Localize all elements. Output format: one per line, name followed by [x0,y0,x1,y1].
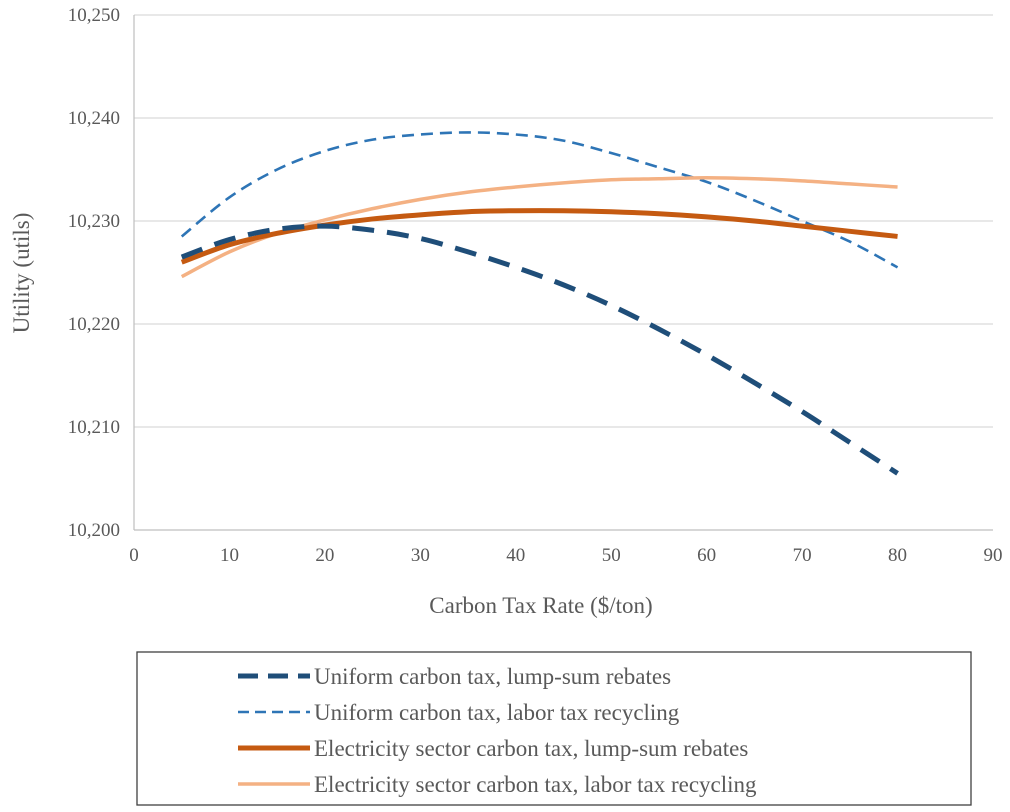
series-lines [180,131,899,476]
series-line-2 [180,131,899,269]
y-tick-label: 10,230 [68,211,120,232]
x-tick-label: 10 [220,545,239,566]
x-tick-label: 80 [888,545,907,566]
x-tick-label: 20 [315,545,334,566]
legend: Uniform carbon tax, lump-sum rebates Unif… [136,651,972,806]
series-line-3 [180,208,898,265]
axes [133,15,993,531]
x-tick-label: 50 [602,545,621,566]
x-tick-label: 40 [506,545,525,566]
y-tick-label: 10,220 [68,314,120,335]
y-tick-label: 10,210 [68,417,120,438]
tick-labels: 10,200 10,210 10,220 10,230 10,240 10,250 0 10 2… [68,5,1003,566]
x-tick-label: 30 [411,545,430,566]
legend-label-1: Uniform carbon tax, lump-sum rebates [314,664,671,689]
series-line-1 [180,223,899,476]
gridlines [134,14,993,428]
y-tick-label: 10,240 [68,108,120,129]
x-axis-title: Carbon Tax Rate ($/ton) [429,593,652,618]
y-tick-label: 10,250 [68,5,120,26]
x-tick-label: 90 [984,545,1003,566]
x-tick-label: 70 [793,545,812,566]
y-axis-title: Utility (utils) [9,213,34,334]
legend-label-2: Uniform carbon tax, labor tax recycling [314,700,680,725]
x-tick-label: 0 [129,545,139,566]
legend-label-3: Electricity sector carbon tax, lump-sum … [314,736,748,761]
legend-box [136,651,972,806]
x-tick-label: 60 [697,545,716,566]
legend-label-4: Electricity sector carbon tax, labor tax… [314,772,757,797]
y-tick-label: 10,200 [68,520,120,541]
